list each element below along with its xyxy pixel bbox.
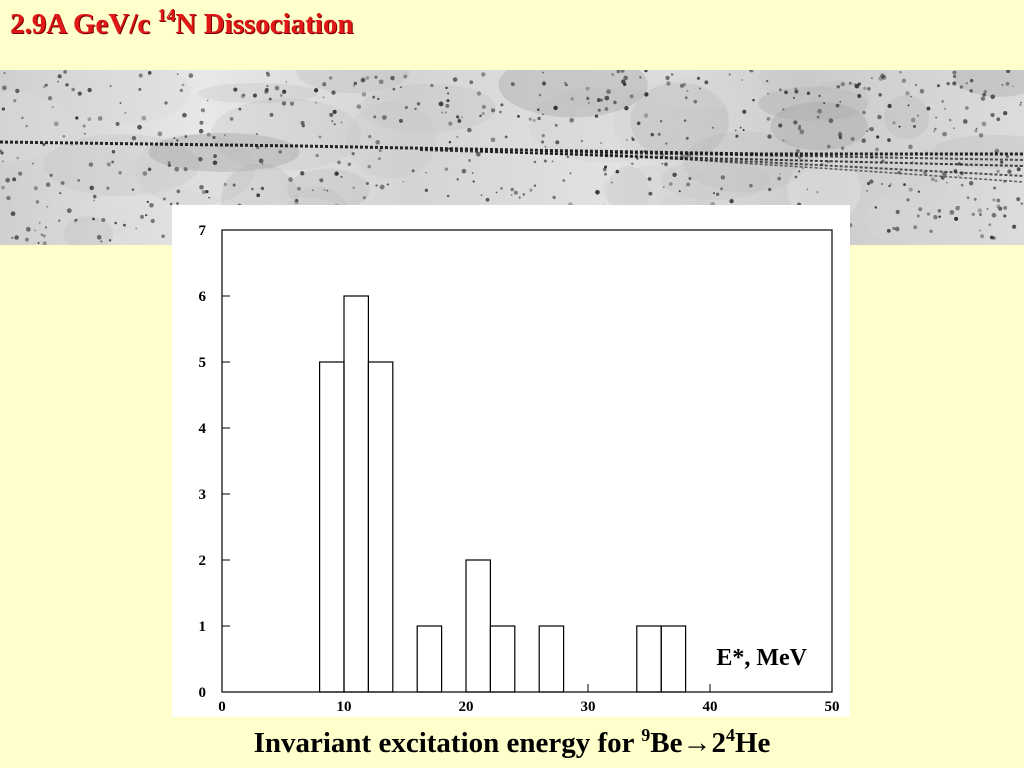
- histogram-bar: [538, 625, 565, 693]
- histogram-bar: [636, 625, 662, 693]
- caption-element-helium: He: [734, 727, 771, 759]
- y-tick-label: 3: [199, 487, 207, 503]
- y-tick-label: 4: [199, 421, 207, 437]
- slide-title: 2.9A GeV/c 14N Dissociation: [10, 5, 354, 41]
- chart-caption: Invariant excitation energy for 9Be→24He: [0, 725, 1024, 760]
- caption-mass-helium: 4: [725, 725, 735, 745]
- caption-multiplicity: 2: [711, 727, 726, 759]
- caption-mass-beryllium: 9: [641, 725, 651, 745]
- y-tick-label: 6: [199, 289, 207, 305]
- plot-frame: [221, 229, 833, 693]
- histogram-bar: [465, 559, 491, 693]
- caption-element-beryllium: Be: [650, 727, 683, 759]
- histogram-bar: [367, 361, 394, 693]
- histogram-bar: [489, 625, 516, 693]
- histogram-chart: 0 1 2 3 4 5 6 7 0 10 20 30 40 50 E*, MeV: [199, 223, 840, 715]
- caption-arrow-icon: →: [682, 727, 712, 759]
- y-tick-label: 7: [199, 223, 207, 239]
- x-tick-label: 0: [218, 699, 226, 715]
- emulsion-track-photo: [0, 70, 1024, 245]
- x-tick-label: 10: [337, 699, 352, 715]
- title-isotope-mass: 14: [157, 5, 176, 25]
- x-axis: 0 10 20 30 40 50: [218, 684, 840, 715]
- x-tick-label: 20: [459, 699, 474, 715]
- y-tick-label: 1: [199, 619, 207, 635]
- histogram-panel: 0 1 2 3 4 5 6 7 0 10 20 30 40 50 E*, MeV: [172, 205, 850, 717]
- y-tick-label: 0: [199, 685, 207, 701]
- x-tick-label: 40: [703, 699, 718, 715]
- emulsion-photo-graphic: [0, 70, 1024, 245]
- histogram-bar: [343, 295, 369, 693]
- title-prefix: 2.9A GeV/c: [10, 8, 158, 40]
- histogram-bar: [319, 361, 345, 693]
- title-suffix: N Dissociation: [175, 8, 354, 40]
- x-tick-label: 30: [581, 699, 596, 715]
- histogram-bars: [319, 295, 687, 693]
- caption-prefix: Invariant excitation energy for: [253, 727, 642, 759]
- histogram-bar: [660, 625, 687, 693]
- x-tick-label: 50: [825, 699, 840, 715]
- y-tick-label: 5: [199, 355, 207, 371]
- x-axis-label: E*, MeV: [716, 645, 807, 671]
- y-axis: 0 1 2 3 4 5 6 7: [199, 223, 230, 701]
- y-tick-label: 2: [199, 553, 207, 569]
- histogram-bar: [416, 625, 443, 693]
